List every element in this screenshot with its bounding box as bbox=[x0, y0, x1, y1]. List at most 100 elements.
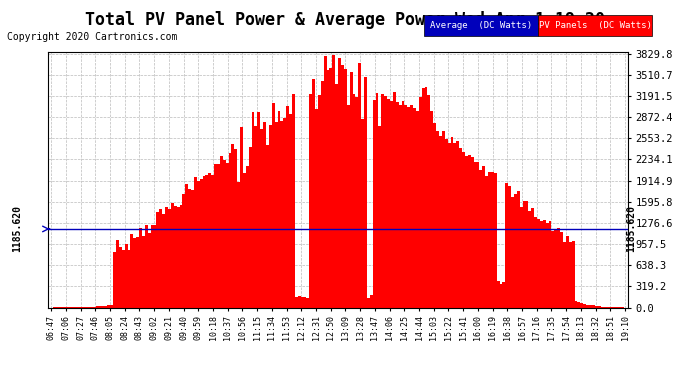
Bar bbox=[382, 94, 384, 308]
Bar bbox=[551, 231, 554, 308]
Bar bbox=[223, 160, 226, 308]
Bar bbox=[402, 101, 404, 308]
Bar bbox=[252, 111, 255, 308]
Bar bbox=[122, 250, 125, 307]
Bar bbox=[468, 155, 471, 308]
Bar bbox=[379, 126, 382, 308]
Bar bbox=[494, 172, 497, 308]
Bar bbox=[90, 306, 93, 308]
Bar bbox=[404, 105, 407, 308]
Bar bbox=[228, 153, 231, 308]
Bar bbox=[453, 143, 456, 308]
Bar bbox=[150, 225, 154, 308]
Bar bbox=[546, 223, 549, 308]
Bar bbox=[338, 58, 341, 308]
Bar bbox=[566, 236, 569, 308]
Bar bbox=[534, 217, 537, 308]
Bar bbox=[456, 141, 460, 308]
Bar bbox=[488, 172, 491, 308]
Bar bbox=[329, 68, 333, 308]
Text: 1185.620: 1185.620 bbox=[627, 205, 636, 252]
Bar bbox=[373, 99, 375, 308]
Text: Average  (DC Watts): Average (DC Watts) bbox=[430, 21, 533, 30]
Bar bbox=[226, 163, 228, 308]
Bar bbox=[529, 211, 531, 308]
Bar bbox=[583, 304, 586, 307]
Bar bbox=[598, 306, 600, 308]
Bar bbox=[324, 56, 326, 308]
Bar bbox=[211, 174, 214, 308]
Bar bbox=[326, 70, 329, 308]
Bar bbox=[575, 301, 578, 307]
Bar bbox=[509, 186, 511, 308]
Bar bbox=[174, 206, 177, 308]
Bar bbox=[422, 88, 424, 308]
Bar bbox=[306, 298, 309, 307]
Bar bbox=[448, 143, 451, 308]
Bar bbox=[522, 201, 526, 308]
Bar bbox=[119, 247, 122, 308]
Bar bbox=[203, 176, 206, 308]
Bar bbox=[451, 136, 453, 308]
Bar bbox=[517, 190, 520, 308]
Bar bbox=[284, 118, 286, 308]
Bar bbox=[431, 111, 433, 308]
Bar bbox=[116, 240, 119, 308]
Bar bbox=[243, 173, 246, 308]
Bar bbox=[191, 189, 194, 308]
Text: Copyright 2020 Cartronics.com: Copyright 2020 Cartronics.com bbox=[7, 32, 177, 42]
Bar bbox=[255, 126, 257, 308]
Bar bbox=[526, 201, 529, 308]
Bar bbox=[355, 97, 358, 308]
Bar bbox=[206, 175, 208, 308]
Bar bbox=[511, 196, 514, 308]
Bar bbox=[318, 95, 321, 308]
Bar bbox=[569, 242, 572, 308]
Bar bbox=[358, 63, 361, 308]
Bar bbox=[104, 306, 108, 308]
Bar bbox=[93, 306, 96, 308]
Text: PV Panels  (DC Watts): PV Panels (DC Watts) bbox=[539, 21, 651, 30]
Bar bbox=[128, 249, 130, 308]
Bar bbox=[465, 156, 468, 308]
Bar bbox=[194, 177, 197, 308]
Bar bbox=[537, 219, 540, 308]
Bar bbox=[560, 232, 563, 308]
Bar bbox=[286, 106, 289, 308]
Bar bbox=[101, 306, 104, 308]
Bar bbox=[240, 128, 243, 308]
Bar bbox=[142, 236, 145, 308]
Bar bbox=[433, 123, 436, 308]
Bar bbox=[514, 194, 517, 308]
Bar bbox=[79, 307, 81, 308]
Bar bbox=[157, 212, 159, 308]
Bar bbox=[99, 306, 101, 308]
Bar bbox=[375, 93, 379, 308]
Bar bbox=[543, 220, 546, 308]
Bar bbox=[549, 221, 551, 308]
Bar bbox=[248, 147, 252, 308]
Bar bbox=[162, 214, 165, 308]
Bar bbox=[353, 94, 355, 308]
Bar bbox=[500, 284, 502, 308]
Bar bbox=[197, 181, 199, 308]
Bar bbox=[81, 307, 84, 308]
Bar bbox=[199, 179, 203, 308]
Bar bbox=[586, 304, 589, 307]
Bar bbox=[445, 139, 448, 308]
Bar bbox=[428, 95, 431, 308]
Bar bbox=[580, 303, 583, 307]
Bar bbox=[275, 123, 277, 308]
Bar bbox=[136, 237, 139, 308]
Bar bbox=[361, 118, 364, 308]
Text: 1185.620: 1185.620 bbox=[12, 205, 22, 252]
Bar bbox=[277, 111, 280, 308]
Bar bbox=[125, 244, 128, 308]
Bar bbox=[237, 182, 240, 308]
Bar bbox=[321, 81, 324, 308]
Bar bbox=[387, 99, 390, 308]
Bar bbox=[177, 207, 179, 308]
Bar bbox=[292, 94, 295, 308]
Bar bbox=[266, 146, 269, 308]
Bar bbox=[396, 102, 399, 308]
